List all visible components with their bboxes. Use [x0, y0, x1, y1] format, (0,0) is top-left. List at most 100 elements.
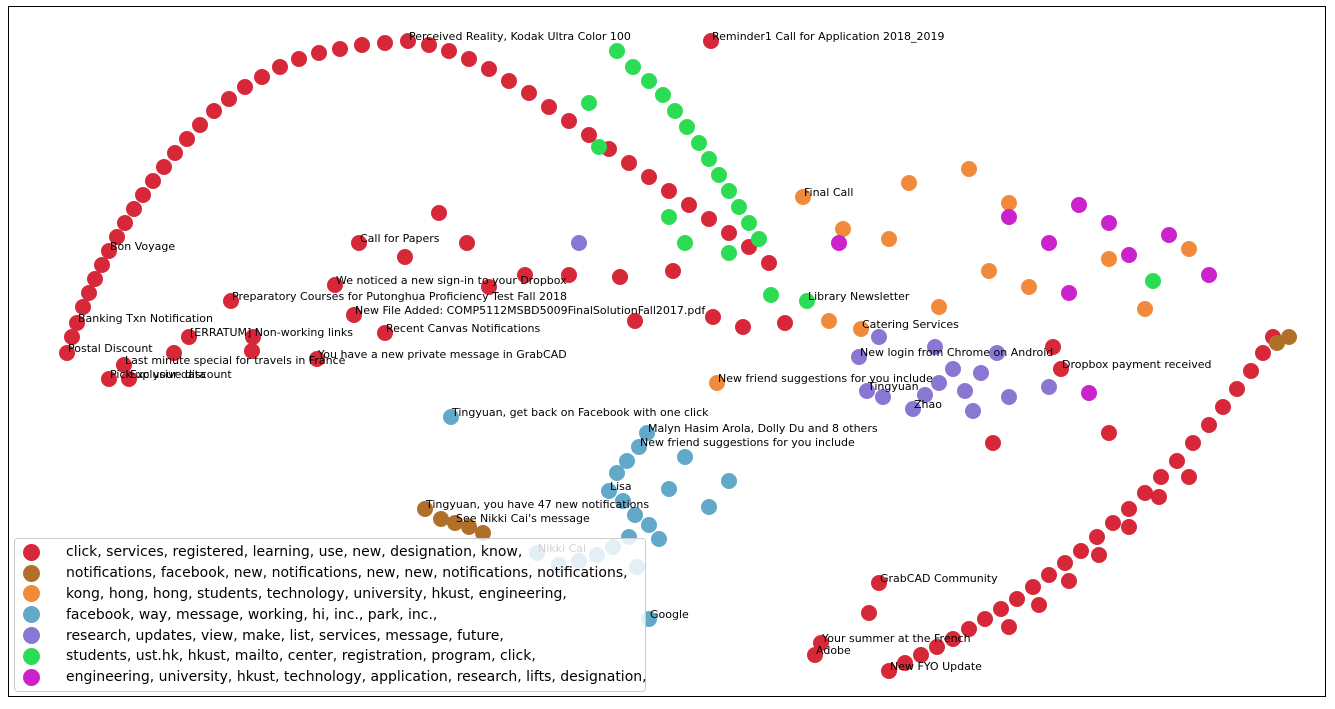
data-point	[701, 211, 717, 227]
legend-swatch	[23, 627, 40, 645]
data-point	[835, 221, 851, 237]
data-point	[581, 95, 597, 111]
data-point	[795, 189, 811, 205]
data-point	[731, 199, 747, 215]
data-point	[627, 507, 643, 523]
data-point	[945, 361, 961, 377]
data-point	[1091, 547, 1107, 563]
data-point	[1145, 273, 1161, 289]
point-label: Call for Papers	[360, 232, 440, 245]
point-label: Exclusive discount	[130, 368, 232, 381]
point-label: Dropbox payment received	[1062, 358, 1212, 371]
point-label: Lisa	[610, 480, 632, 493]
data-point	[1053, 361, 1069, 377]
data-point	[327, 277, 343, 293]
data-point	[961, 161, 977, 177]
data-point	[1201, 267, 1217, 283]
data-point	[1121, 247, 1137, 263]
legend-swatch	[23, 668, 40, 686]
data-point	[641, 73, 657, 89]
point-label: Tingyuan	[867, 380, 919, 393]
legend-swatch	[23, 543, 40, 561]
data-point	[677, 449, 693, 465]
data-point	[237, 79, 253, 95]
data-point	[627, 313, 643, 329]
legend-item: engineering, university, hkust, technolo…	[23, 667, 647, 688]
data-point	[521, 85, 537, 101]
data-point	[101, 243, 117, 259]
data-point	[709, 375, 725, 391]
data-point	[601, 483, 617, 499]
data-point	[945, 631, 961, 647]
legend-label: facebook, way, message, working, hi, inc…	[66, 606, 438, 623]
point-label: You have a new private message in GrabCA…	[317, 348, 567, 361]
data-point	[1001, 209, 1017, 225]
data-point	[75, 299, 91, 315]
data-point	[1041, 379, 1057, 395]
data-point	[751, 231, 767, 247]
data-point	[651, 531, 667, 547]
data-point	[121, 371, 137, 387]
data-point	[703, 33, 719, 49]
data-point	[977, 611, 993, 627]
data-point	[1243, 363, 1259, 379]
data-point	[993, 601, 1009, 617]
data-point	[1137, 485, 1153, 501]
data-point	[117, 215, 133, 231]
data-point	[1031, 597, 1047, 613]
data-point	[679, 119, 695, 135]
data-point	[272, 59, 288, 75]
data-point	[1001, 389, 1017, 405]
data-point	[721, 225, 737, 241]
data-point	[777, 315, 793, 331]
point-label: See Nikki Cai's message	[456, 512, 590, 525]
point-label: Malyn Hasim Arola, Dolly Du and 8 others	[648, 422, 878, 435]
data-point	[116, 357, 132, 373]
data-point	[1057, 555, 1073, 571]
data-point	[581, 127, 597, 143]
data-point	[441, 43, 457, 59]
data-point	[905, 401, 921, 417]
data-point	[881, 663, 897, 679]
data-point	[517, 267, 533, 283]
point-label: Adobe	[816, 644, 851, 657]
point-label: New friend suggestions for you include	[718, 372, 933, 385]
data-point	[591, 139, 607, 155]
data-point	[871, 329, 887, 345]
data-point	[721, 473, 737, 489]
legend-item: kong, hong, hong, students, technology, …	[23, 584, 637, 605]
data-point	[461, 519, 477, 535]
data-point	[221, 91, 237, 107]
legend-item: notifications, facebook, new, notificati…	[23, 563, 637, 584]
data-point	[913, 647, 929, 663]
data-point	[1101, 215, 1117, 231]
point-label: Google	[650, 608, 689, 621]
data-point	[881, 231, 897, 247]
data-point	[667, 103, 683, 119]
legend-label: engineering, university, hkust, technolo…	[66, 669, 647, 686]
data-point	[927, 339, 943, 355]
data-point	[400, 33, 416, 49]
data-point	[109, 229, 125, 245]
point-label: We noticed a new sign-in to your Dropbox	[336, 274, 567, 287]
data-point	[677, 235, 693, 251]
data-point	[851, 349, 867, 365]
data-point	[346, 307, 362, 323]
data-point	[639, 425, 655, 441]
data-point	[87, 271, 103, 287]
data-point	[1041, 235, 1057, 251]
data-point	[1009, 591, 1025, 607]
data-point	[156, 159, 172, 175]
data-point	[1169, 453, 1185, 469]
legend-swatch	[23, 585, 40, 603]
data-point	[741, 215, 757, 231]
data-point	[501, 73, 517, 89]
data-point	[681, 197, 697, 213]
data-point	[1185, 435, 1201, 451]
data-point	[1105, 515, 1121, 531]
data-point	[94, 257, 110, 273]
data-point	[459, 235, 475, 251]
point-label: GrabCAD Community	[880, 572, 998, 585]
data-point	[1151, 489, 1167, 505]
legend-label: research, updates, view, make, list, ser…	[66, 627, 504, 644]
